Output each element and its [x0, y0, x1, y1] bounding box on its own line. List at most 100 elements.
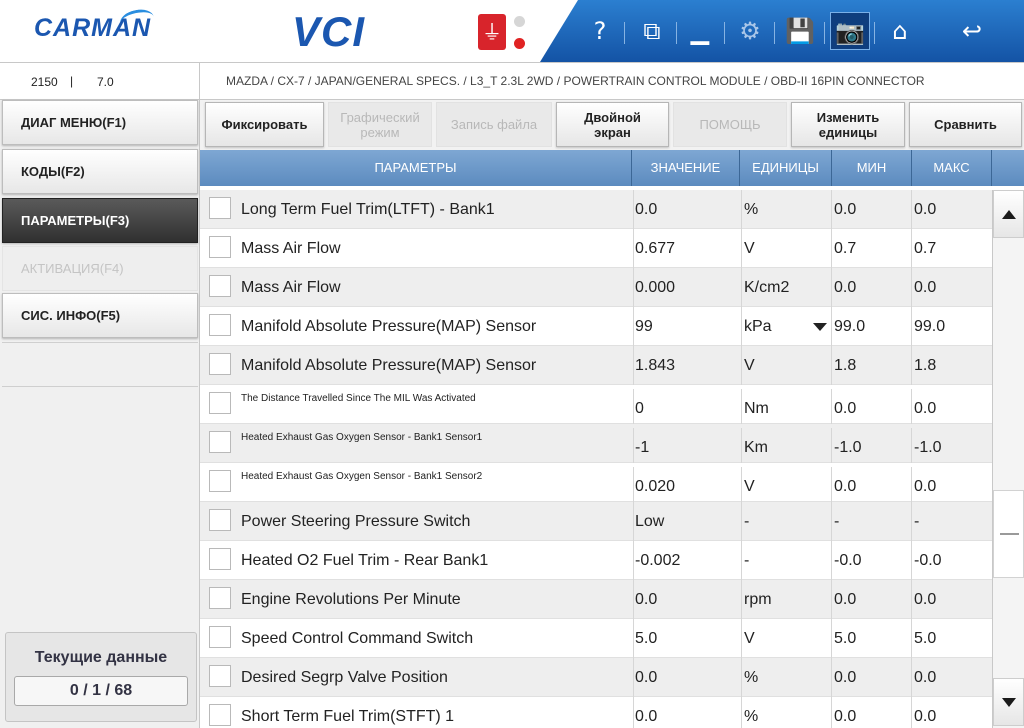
cell-unit: % [741, 697, 831, 728]
help-icon[interactable]: ? [593, 17, 607, 45]
cell-max: 99.0 [911, 307, 992, 346]
connection-indicator-off [514, 16, 525, 27]
cell-min: 0.0 [831, 467, 911, 506]
cell-max: 0.0 [911, 190, 992, 229]
menu-codes[interactable]: КОДЫ(F2) [2, 149, 198, 194]
header-min[interactable]: МИН [832, 150, 912, 186]
cell-unit: K/cm2 [741, 268, 831, 307]
table-scrollbar[interactable] [992, 190, 1024, 728]
cell-min: 1.8 [831, 346, 911, 385]
dual-screen-button[interactable]: Двойной экран [556, 102, 669, 147]
cell-max: -1.0 [911, 428, 992, 467]
carman-logo: CARMAN [34, 14, 152, 42]
cell-value: -0.002 [633, 541, 738, 580]
cell-name: Speed Control Command Switch [241, 630, 474, 647]
row-checkbox[interactable] [209, 236, 231, 258]
scroll-up-button[interactable] [993, 190, 1024, 238]
row-checkbox[interactable] [209, 275, 231, 297]
toolbar-separator [724, 22, 725, 44]
change-units-button[interactable]: Изменить единицы [791, 102, 905, 147]
camera-icon[interactable]: 📷 [830, 12, 870, 50]
header-parameters[interactable]: ПАРАМЕТРЫ [200, 150, 632, 186]
cell-min: 0.0 [831, 697, 911, 728]
cell-min: - [831, 502, 911, 541]
help-button: ПОМОЩЬ [673, 102, 787, 147]
back-icon[interactable]: ↩ [961, 17, 983, 45]
table-row[interactable]: Mass Air Flow 0.677 V 0.7 0.7 [200, 229, 992, 268]
table-row[interactable]: Speed Control Command Switch 5.0 V 5.0 5.0 [200, 619, 992, 658]
row-checkbox[interactable] [209, 353, 231, 375]
table-header: ПАРАМЕТРЫ ЗНАЧЕНИЕ ЕДИНИЦЫ МИН МАКС [200, 150, 1024, 186]
row-checkbox[interactable] [209, 392, 231, 414]
row-checkbox[interactable] [209, 470, 231, 492]
left-menu: ДИАГ МЕНЮ(F1) КОДЫ(F2) ПАРАМЕТРЫ(F3) АКТ… [0, 100, 200, 728]
unit-dropdown-icon[interactable] [813, 323, 827, 331]
header-max[interactable]: МАКС [912, 150, 992, 186]
row-checkbox[interactable] [209, 548, 231, 570]
minimize-icon[interactable]: ▁ [690, 17, 710, 45]
row-checkbox[interactable] [209, 626, 231, 648]
record-file-button: Запись файла [436, 102, 552, 147]
save-icon[interactable]: 💾 [785, 17, 815, 45]
cell-unit: % [741, 658, 831, 697]
current-data-title: Текущие данные [34, 649, 168, 666]
home-icon[interactable]: ⌂ [892, 17, 908, 45]
cell-max: 1.8 [911, 346, 992, 385]
row-checkbox[interactable] [209, 587, 231, 609]
table-row[interactable]: Engine Revolutions Per Minute 0.0 rpm 0.0 0.… [200, 580, 992, 619]
cell-min: -0.0 [831, 541, 911, 580]
cell-name: Power Steering Pressure Switch [241, 513, 471, 530]
current-data-box: Текущие данные 0 / 1 / 68 [5, 632, 197, 722]
scroll-down-button[interactable] [993, 678, 1024, 726]
cell-max: -0.0 [911, 541, 992, 580]
header-value[interactable]: ЗНАЧЕНИЕ [632, 150, 740, 186]
table-row[interactable]: The Distance Travelled Since The MIL Was… [200, 385, 992, 428]
row-checkbox[interactable] [209, 314, 231, 336]
table-row[interactable]: Power Steering Pressure Switch Low - - - [200, 502, 992, 541]
table-row[interactable]: Long Term Fuel Trim(LTFT) - Bank1 0.0% 0.0… [200, 190, 992, 229]
row-checkbox[interactable] [209, 665, 231, 687]
table-row[interactable]: Heated Exhaust Gas Oxygen Sensor - Bank1… [200, 424, 992, 467]
cell-name: Long Term Fuel Trim(LTFT) - Bank1 [241, 201, 495, 218]
scroll-thumb[interactable] [993, 490, 1024, 578]
cell-unit: rpm [741, 580, 831, 619]
table-row[interactable]: Mass Air Flow 0.000 K/cm2 0.0 0.0 [200, 268, 992, 307]
table-row[interactable]: Heated O2 Fuel Trim - Rear Bank1 -0.002- -… [200, 541, 992, 580]
menu-parameters[interactable]: ПАРАМЕТРЫ(F3) [2, 198, 198, 243]
cell-name: Engine Revolutions Per Minute [241, 591, 461, 608]
table-row[interactable]: Heated Exhaust Gas Oxygen Sensor - Bank1… [200, 463, 992, 506]
cell-unit: V [741, 619, 831, 658]
table-row[interactable]: Manifold Absolute Pressure(MAP) Sensor 1.… [200, 346, 992, 385]
cell-max: 0.0 [911, 268, 992, 307]
toolbar-separator [676, 22, 677, 44]
menu-diag[interactable]: ДИАГ МЕНЮ(F1) [2, 100, 198, 145]
table-row[interactable]: Manifold Absolute Pressure(MAP) Sensor 99… [200, 307, 992, 346]
window-icon[interactable]: ⧉ [643, 17, 661, 45]
settings-icon[interactable]: ⚙ [739, 17, 761, 45]
cell-min: 0.0 [831, 580, 911, 619]
cell-min: 99.0 [831, 307, 911, 346]
cell-name: Heated Exhaust Gas Oxygen Sensor - Bank1… [241, 432, 483, 443]
cell-unit: V [741, 467, 831, 506]
cell-name: The Distance Travelled Since The MIL Was… [241, 393, 476, 404]
freeze-button[interactable]: Фиксировать [205, 102, 324, 147]
vci-title: VCI [292, 8, 366, 55]
row-checkbox[interactable] [209, 509, 231, 531]
cell-unit: V [741, 346, 831, 385]
toolbar-separator [874, 22, 875, 44]
cell-name: Manifold Absolute Pressure(MAP) Sensor [241, 318, 537, 335]
menu-system-info[interactable]: СИС. ИНФО(F5) [2, 293, 198, 338]
table-row[interactable]: Short Term Fuel Trim(STFT) 1 0.0% 0.0 0.0 [200, 697, 992, 728]
menu-empty-slot [2, 342, 198, 387]
row-checkbox[interactable] [209, 431, 231, 453]
cell-name: Short Term Fuel Trim(STFT) 1 [241, 708, 455, 725]
cell-max: 0.0 [911, 658, 992, 697]
row-checkbox[interactable] [209, 704, 231, 726]
compare-button[interactable]: Сравнить [909, 102, 1022, 147]
grip-icon [1000, 533, 1019, 535]
table-row[interactable]: Desired Segrp Valve Position 0.0% 0.0 0.0 [200, 658, 992, 697]
header-units[interactable]: ЕДИНИЦЫ [740, 150, 832, 186]
cell-max: 0.0 [911, 467, 992, 506]
row-checkbox[interactable] [209, 197, 231, 219]
cell-name: Mass Air Flow [241, 279, 341, 296]
